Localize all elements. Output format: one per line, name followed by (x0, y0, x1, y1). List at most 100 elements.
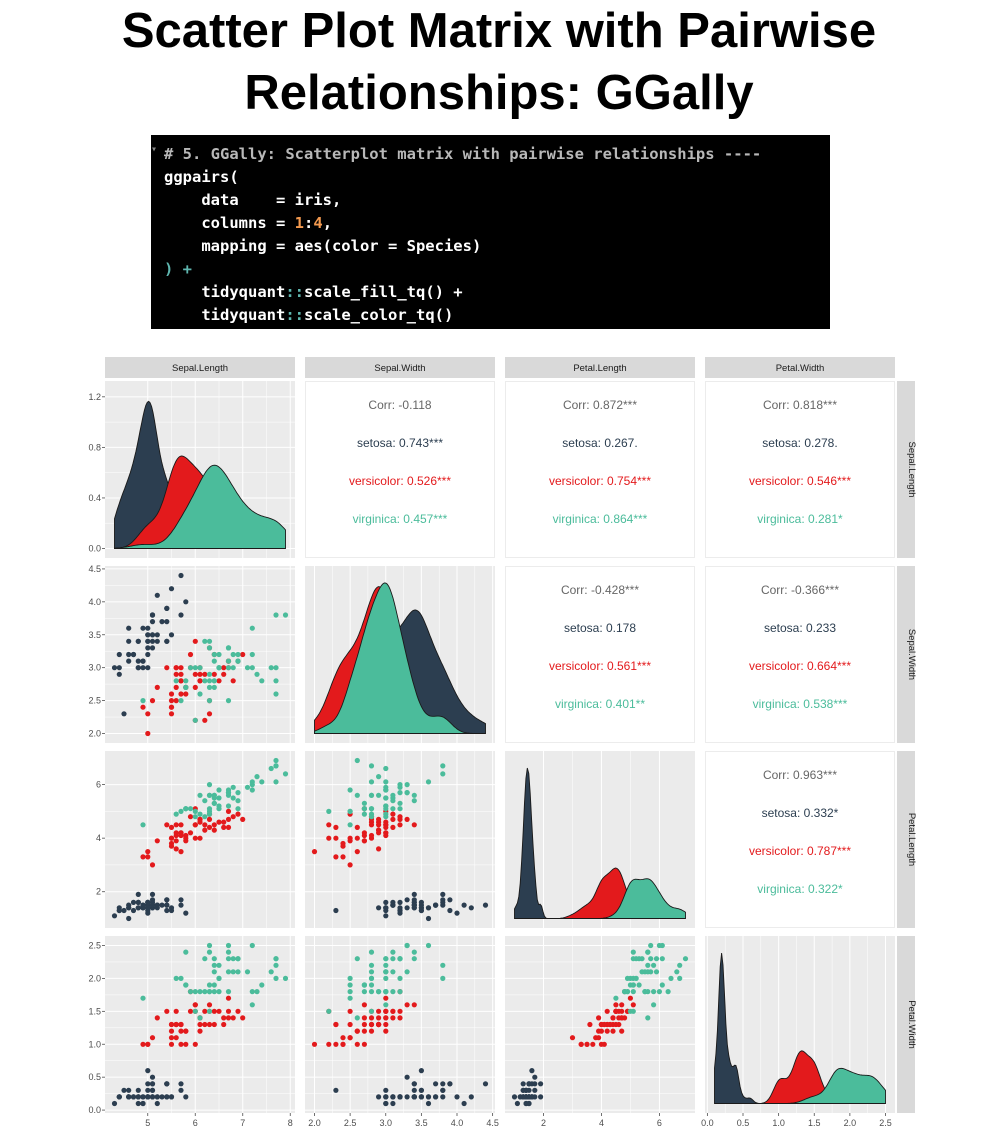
point-virginica (235, 658, 241, 664)
x-tick-label: 2.5 (344, 1118, 357, 1128)
point-virginica (368, 792, 375, 798)
panel-2-2 (305, 566, 495, 743)
point-setosa (149, 645, 156, 651)
point-setosa (183, 910, 189, 916)
point-versicolor (354, 1041, 360, 1047)
point-versicolor (206, 1021, 213, 1028)
point-versicolor (240, 816, 246, 822)
corr-virginica-label: virginica: 0.457*** (353, 512, 448, 526)
row-strip-sepal-width (897, 566, 915, 743)
panel-3-3 (505, 751, 695, 928)
y-tick-label: 0.8 (88, 442, 101, 452)
point-setosa (333, 1087, 339, 1093)
y-tick-label: 2.5 (88, 696, 101, 706)
point-virginica (206, 1008, 213, 1014)
point-versicolor (197, 1021, 203, 1028)
point-versicolor (361, 1021, 367, 1028)
point-virginica (211, 956, 217, 962)
point-virginica (404, 782, 410, 788)
point-versicolor (235, 1008, 241, 1014)
point-versicolor (183, 1041, 189, 1047)
point-virginica (630, 989, 636, 995)
point-versicolor (140, 704, 146, 710)
panel-background (105, 566, 295, 743)
corr-setosa-label: setosa: 0.332* (762, 806, 839, 820)
point-virginica (183, 949, 189, 955)
point-virginica (656, 989, 663, 995)
point-versicolor (601, 1021, 607, 1028)
point-setosa (404, 905, 410, 911)
strip-petal-length (505, 357, 695, 378)
point-virginica (211, 982, 217, 988)
point-virginica (140, 995, 146, 1001)
point-virginica (202, 989, 208, 995)
point-virginica (235, 651, 241, 658)
point-versicolor (361, 1041, 367, 1047)
point-setosa (411, 1081, 417, 1087)
point-virginica (268, 665, 274, 671)
point-virginica (225, 645, 232, 651)
point-versicolor (601, 1041, 607, 1047)
point-versicolor (206, 816, 213, 822)
point-virginica (368, 989, 375, 995)
point-virginica (216, 787, 222, 793)
point-versicolor (154, 684, 160, 690)
point-setosa (145, 645, 151, 651)
point-virginica (206, 792, 213, 798)
point-virginica (206, 808, 213, 814)
point-setosa (154, 1100, 160, 1107)
point-virginica (390, 989, 396, 995)
point-versicolor (173, 838, 179, 844)
strip-label: Petal.Length (573, 363, 626, 374)
point-versicolor (168, 843, 175, 849)
point-virginica (651, 962, 657, 968)
point-versicolor (619, 1008, 625, 1014)
point-versicolor (183, 1028, 189, 1034)
corr-versicolor-label: versicolor: 0.787*** (749, 844, 851, 858)
point-virginica (211, 962, 217, 968)
point-virginica (383, 975, 389, 982)
point-setosa (154, 1094, 160, 1100)
point-setosa (145, 1094, 151, 1100)
point-versicolor (610, 1015, 616, 1021)
point-setosa (397, 1094, 403, 1100)
point-virginica (211, 658, 217, 664)
corr-corr-label: Corr: 0.963*** (763, 768, 837, 782)
point-versicolor (206, 824, 213, 830)
point-virginica (178, 975, 184, 982)
point-versicolor (354, 849, 360, 855)
point-setosa (418, 899, 424, 906)
point-virginica (202, 798, 208, 804)
point-setosa (514, 1100, 520, 1107)
point-versicolor (164, 665, 170, 671)
point-versicolor (340, 854, 346, 860)
point-virginica (254, 774, 260, 780)
point-virginica (411, 798, 417, 804)
point-setosa (154, 902, 160, 908)
point-setosa (168, 907, 175, 914)
point-versicolor (168, 824, 175, 830)
point-setosa (168, 1094, 175, 1100)
y-tick-label: 6 (96, 780, 101, 790)
point-versicolor (211, 1008, 217, 1014)
point-versicolor (593, 1035, 599, 1041)
point-virginica (368, 962, 375, 968)
point-virginica (225, 665, 232, 671)
corr-corr-label: Corr: -0.366*** (761, 583, 839, 597)
x-tick-label: 1.5 (808, 1118, 821, 1128)
point-virginica (630, 1008, 636, 1014)
point-virginica (249, 665, 255, 671)
point-virginica (440, 763, 446, 769)
point-virginica (235, 806, 241, 812)
point-versicolor (168, 1035, 175, 1041)
point-virginica (192, 808, 198, 814)
density-virginica (314, 582, 486, 734)
panel-1-1 (105, 381, 295, 558)
point-setosa (140, 905, 146, 911)
point-versicolor (140, 854, 146, 860)
point-virginica (383, 956, 389, 962)
point-setosa (154, 638, 160, 644)
point-setosa (425, 915, 432, 922)
point-setosa (164, 619, 170, 625)
point-setosa (164, 1094, 170, 1100)
